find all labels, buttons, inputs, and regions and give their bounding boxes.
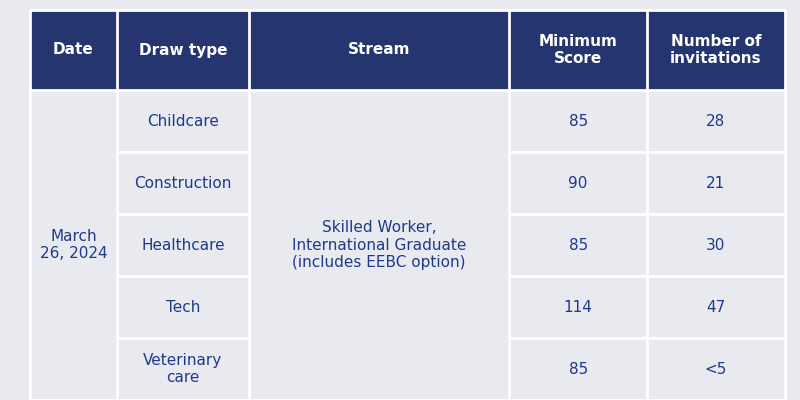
- Text: 28: 28: [706, 114, 726, 128]
- Text: Construction: Construction: [134, 176, 231, 190]
- Text: Skilled Worker,
International Graduate
(includes EEBC option): Skilled Worker, International Graduate (…: [292, 220, 466, 270]
- Text: 30: 30: [706, 238, 726, 252]
- Text: 90: 90: [569, 176, 588, 190]
- Bar: [249, 10, 510, 90]
- Text: 114: 114: [564, 300, 593, 314]
- Text: March
26, 2024: March 26, 2024: [39, 229, 107, 261]
- Bar: [647, 10, 785, 90]
- Text: Draw type: Draw type: [138, 42, 227, 58]
- Text: 47: 47: [706, 300, 726, 314]
- Text: <5: <5: [705, 362, 727, 376]
- Bar: [30, 10, 117, 90]
- Text: 21: 21: [706, 176, 726, 190]
- Bar: [117, 10, 249, 90]
- Text: Tech: Tech: [166, 300, 200, 314]
- Text: Date: Date: [53, 42, 94, 58]
- Text: Healthcare: Healthcare: [141, 238, 225, 252]
- Text: Veterinary
care: Veterinary care: [143, 353, 222, 385]
- Text: Stream: Stream: [348, 42, 410, 58]
- Text: 85: 85: [569, 238, 588, 252]
- Bar: [30, 90, 785, 400]
- Text: Number of
invitations: Number of invitations: [670, 34, 762, 66]
- Bar: [510, 10, 647, 90]
- Text: 85: 85: [569, 114, 588, 128]
- Text: Childcare: Childcare: [147, 114, 219, 128]
- Text: Minimum
Score: Minimum Score: [538, 34, 618, 66]
- Text: 85: 85: [569, 362, 588, 376]
